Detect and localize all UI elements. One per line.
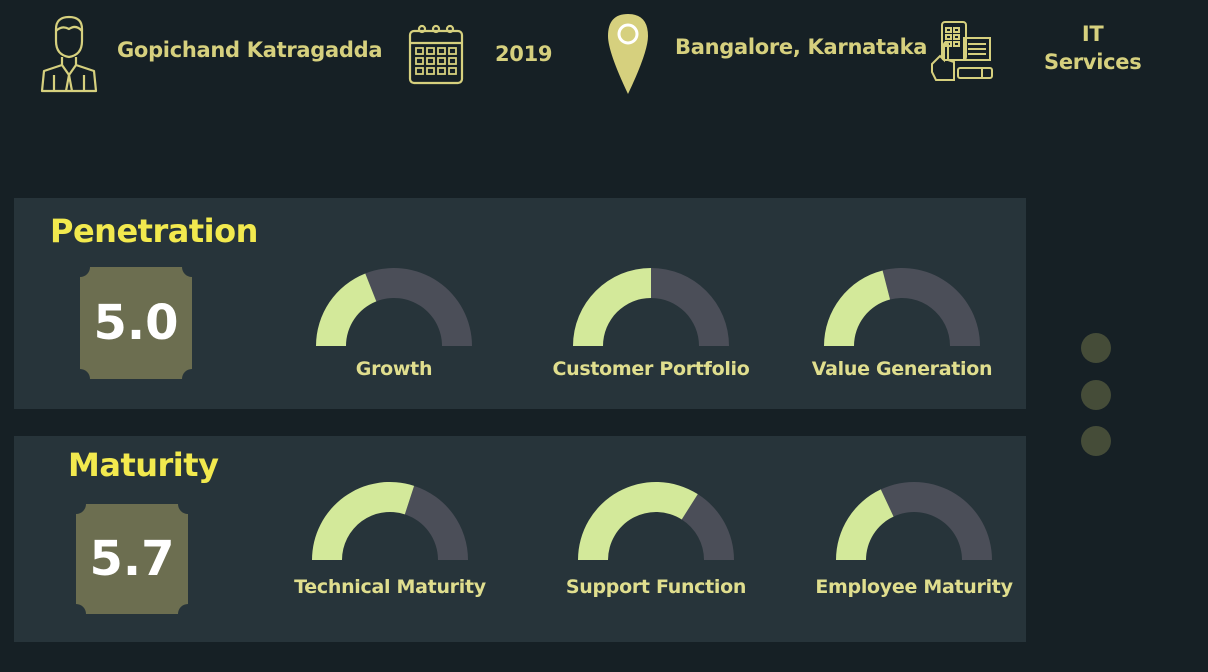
gauge-track — [880, 482, 992, 560]
location-label: Bangalore, Karnataka — [675, 35, 928, 59]
gauge-fill — [573, 268, 651, 346]
map-pin-icon — [606, 12, 650, 96]
gauge-label: Customer Portfolio — [552, 358, 750, 380]
header-location: Bangalore, Karnataka — [606, 12, 927, 96]
gauge-support-function: Support Function — [566, 480, 746, 598]
maturity-score: 5.7 — [89, 531, 175, 587]
gauge-track — [651, 268, 729, 346]
penetration-title: Penetration — [50, 212, 258, 250]
header-name: Gopichand Katragadda — [40, 15, 383, 93]
gauge-fill — [312, 482, 415, 560]
gauge-track — [404, 485, 468, 560]
devices-icon — [930, 20, 994, 84]
penetration-score-box: 5.0 — [80, 267, 192, 379]
gauge-customer-portfolio: Customer Portfolio — [552, 266, 750, 380]
header-year: 2019 — [407, 23, 553, 85]
gauge-track — [681, 494, 734, 560]
gauge-fill — [316, 273, 377, 346]
industry-line-1: IT — [1081, 22, 1104, 46]
gauge-track — [365, 268, 472, 346]
pager-dot-1[interactable] — [1081, 333, 1111, 363]
gauge-label: Value Generation — [811, 358, 993, 380]
gauge-track — [882, 268, 980, 346]
person-name: Gopichand Katragadda — [117, 38, 383, 62]
penetration-score: 5.0 — [93, 295, 179, 351]
gauge-label: Employee Maturity — [815, 576, 1013, 598]
pager-dot-3[interactable] — [1081, 426, 1111, 456]
maturity-panel: Maturity 5.7 Technical Maturity Support … — [14, 436, 1026, 642]
pager-dot-2[interactable] — [1081, 380, 1111, 410]
gauge-label: Growth — [355, 358, 433, 380]
gauge-label: Technical Maturity — [294, 576, 486, 598]
header-industry: IT Services — [930, 20, 1142, 84]
maturity-title: Maturity — [68, 446, 219, 484]
gauge-growth: Growth — [314, 266, 474, 380]
calendar-icon — [407, 23, 465, 85]
gauge-technical-maturity: Technical Maturity — [294, 480, 486, 598]
gauge-fill — [578, 482, 698, 560]
penetration-panel: Penetration 5.0 Growth Customer Portfoli… — [14, 198, 1026, 409]
gauge-fill — [824, 270, 891, 346]
maturity-score-box: 5.7 — [76, 504, 188, 614]
person-icon — [40, 15, 98, 93]
gauge-fill — [836, 489, 894, 560]
gauge-value-generation: Value Generation — [812, 266, 993, 380]
industry-line-2: Services — [1044, 50, 1142, 74]
year-label: 2019 — [495, 42, 553, 66]
gauge-label: Support Function — [565, 576, 747, 598]
gauge-employee-maturity: Employee Maturity — [815, 480, 1013, 598]
